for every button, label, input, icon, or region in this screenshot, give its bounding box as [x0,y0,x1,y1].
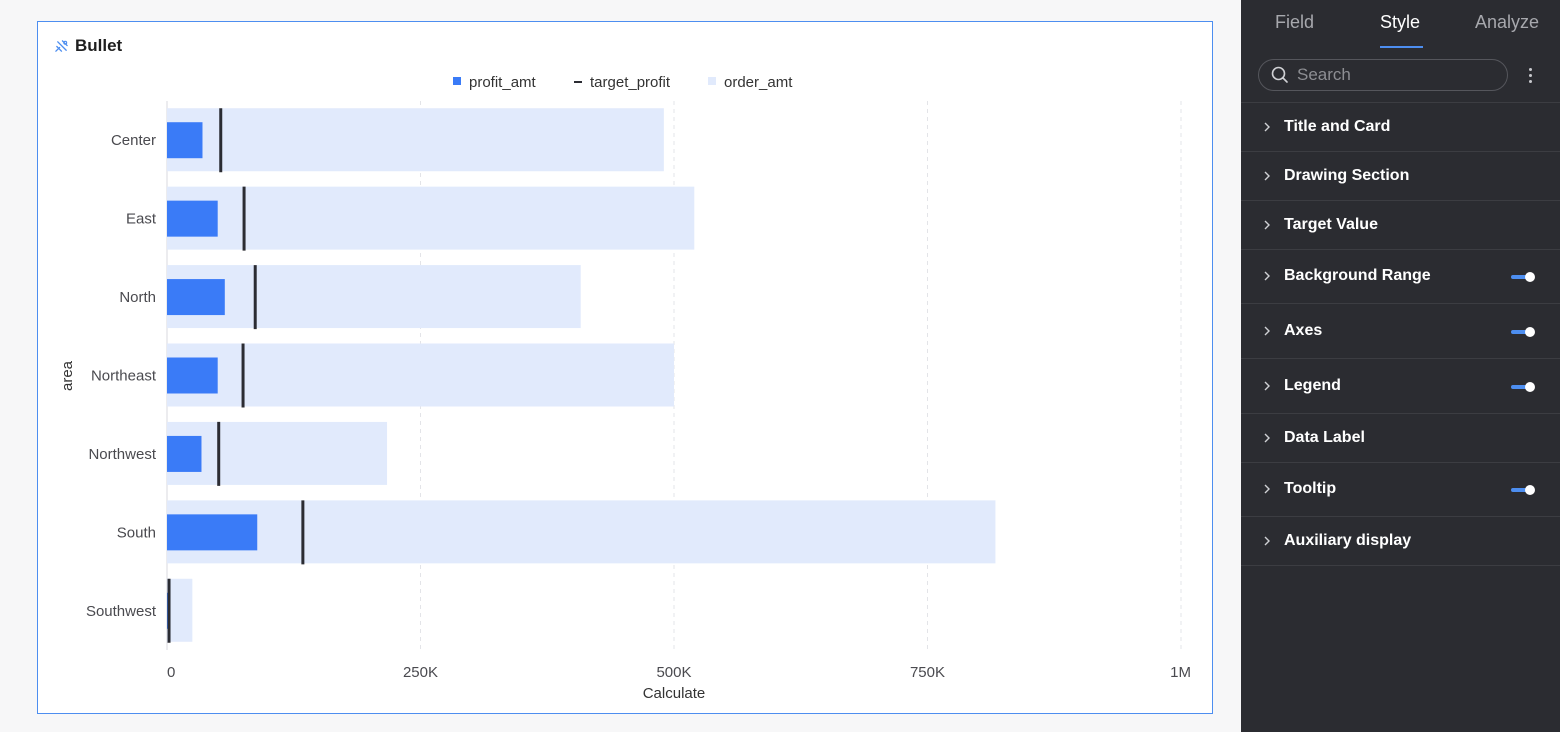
legend-toggle[interactable] [1511,381,1537,393]
y-tick-label: East [126,211,157,228]
section-label: Target Value [1284,215,1378,233]
chart-canvas: Center East North Northeast Northwest South So… [37,21,1213,714]
background-range-toggle[interactable] [1511,271,1537,283]
legend-label: target_profit [590,74,671,91]
chevron-right-icon [1264,271,1270,281]
more-options-icon[interactable] [1520,63,1540,87]
measure-bar [167,357,218,394]
y-tick-label: Northeast [91,368,157,385]
x-axis-title: Calculate [643,685,706,702]
range-bar [167,186,695,250]
section-label: Drawing Section [1284,166,1410,184]
y-tick-label: Center [111,132,156,149]
x-tick-label: 250K [403,664,438,681]
search-row [1258,59,1548,91]
measure-bar [167,122,203,159]
section-title-and-card[interactable]: Title and Card [1241,102,1560,151]
chevron-right-icon [1264,122,1270,131]
legend-label: order_amt [724,74,793,91]
tab-analyze[interactable]: Analyze [1475,12,1540,32]
x-tick-label: 1M [1170,664,1191,681]
chevron-right-icon [1264,433,1270,442]
panel-tabs: Field Style Analyze [1241,0,1560,48]
section-background-range[interactable]: Background Range [1241,249,1560,303]
card-title: Bullet [54,36,122,56]
section-label: Auxiliary display [1284,532,1412,549]
range-bar [167,578,193,642]
y-tick-label: Southwest [86,603,157,620]
tooltip-toggle[interactable] [1511,484,1537,496]
legend-marker [574,81,582,83]
chart-type-icon [55,39,68,52]
legend-marker [708,77,716,85]
x-tick-label: 750K [910,664,945,681]
style-sections: Title and Card Drawing Section Target Va… [1241,102,1560,566]
tab-field[interactable]: Field [1275,12,1315,32]
section-data-label[interactable]: Data Label [1241,413,1560,462]
range-bar [167,343,674,407]
section-label: Background Range [1284,267,1431,284]
x-tick-label: 0 [167,664,175,681]
measure-bar [167,514,258,551]
tab-style[interactable]: Style [1380,12,1421,32]
chevron-right-icon [1264,381,1270,390]
chart-card[interactable]: Center East North Northeast Northwest South So… [37,21,1213,714]
section-legend[interactable]: Legend [1241,358,1560,413]
bullet-chart: Center East North Northeast Northwest South So… [59,74,1191,702]
search-input[interactable] [1297,65,1487,85]
x-tick-label: 500K [656,664,691,681]
y-tick-label: Northwest [88,446,156,463]
range-bar [167,500,996,564]
section-label: Tooltip [1284,480,1337,497]
section-axes[interactable]: Axes [1241,303,1560,358]
section-drawing-section[interactable]: Drawing Section [1241,151,1560,200]
range-bar [167,265,581,329]
section-label: Title and Card [1284,117,1391,135]
settings-panel: Field Style Analyze Title and Card Drawi… [1241,0,1560,732]
legend-marker [453,77,461,85]
chevron-right-icon [1264,484,1270,494]
range-bar [167,421,388,485]
legend-label: profit_amt [469,74,537,91]
section-tooltip[interactable]: Tooltip [1241,462,1560,516]
chevron-right-icon [1264,536,1270,546]
y-tick-label: North [119,289,156,306]
section-label: Data Label [1284,428,1365,446]
section-label: Axes [1284,321,1323,339]
active-tab-indicator [1380,46,1423,48]
y-axis-title: area [59,360,76,391]
chevron-right-icon [1264,171,1270,180]
card-title-text: Bullet [75,36,123,55]
section-auxiliary-display[interactable]: Auxiliary display [1241,516,1560,566]
measure-bar [167,200,218,237]
range-bar [167,108,664,172]
axes-toggle[interactable] [1511,326,1537,338]
search-icon [1271,66,1288,83]
measure-bar [167,435,202,472]
chevron-right-icon [1264,326,1270,335]
y-tick-label: South [117,524,156,541]
section-label: Legend [1284,376,1341,394]
section-target-value[interactable]: Target Value [1241,200,1560,249]
chevron-right-icon [1264,220,1270,229]
search-box[interactable] [1258,59,1508,91]
measure-bar [167,279,225,316]
